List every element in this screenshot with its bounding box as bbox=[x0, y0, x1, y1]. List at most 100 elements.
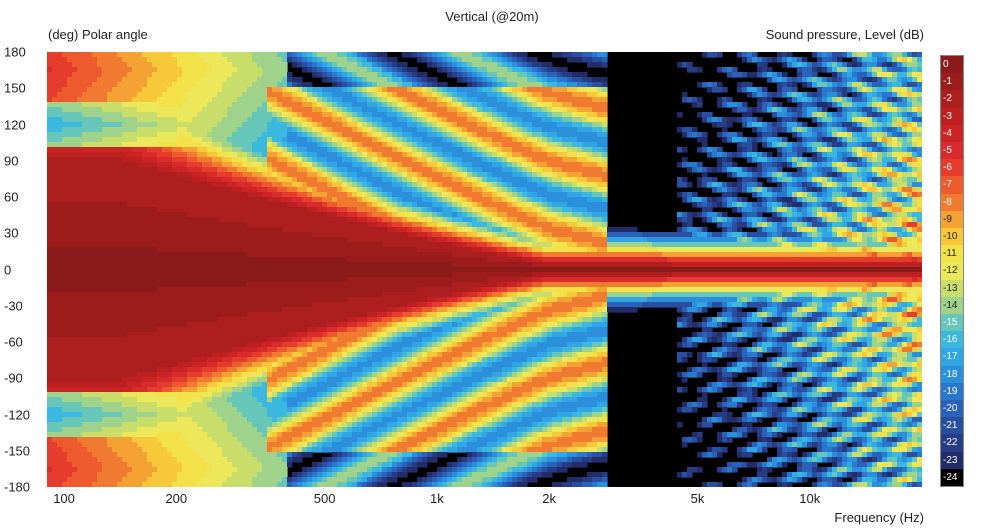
heatmap-cell bbox=[897, 212, 903, 218]
heatmap-cell bbox=[257, 197, 263, 203]
heatmap-cell bbox=[307, 67, 313, 73]
heatmap-cell bbox=[857, 142, 863, 148]
heatmap-cell bbox=[302, 202, 308, 208]
heatmap-cell bbox=[107, 182, 113, 188]
heatmap-cell bbox=[217, 217, 223, 223]
heatmap-cell bbox=[77, 52, 83, 58]
heatmap-cell bbox=[452, 117, 458, 123]
heatmap-cell bbox=[307, 152, 313, 158]
heatmap-cell bbox=[547, 77, 553, 83]
heatmap-cell bbox=[762, 62, 768, 68]
heatmap-cell bbox=[167, 187, 173, 193]
heatmap-cell bbox=[167, 177, 173, 183]
heatmap-cell bbox=[167, 197, 173, 203]
heatmap-cell bbox=[417, 97, 423, 103]
heatmap-cell bbox=[767, 177, 773, 183]
heatmap-cell bbox=[437, 177, 443, 183]
heatmap-cell bbox=[597, 112, 603, 118]
heatmap-cell bbox=[382, 117, 388, 123]
heatmap-cell bbox=[677, 192, 683, 198]
heatmap-cell bbox=[182, 107, 188, 113]
heatmap-cell bbox=[212, 67, 218, 73]
heatmap-cell bbox=[432, 167, 438, 173]
heatmap-cell bbox=[772, 132, 778, 138]
heatmap-cell bbox=[352, 97, 358, 103]
heatmap-cell bbox=[467, 142, 473, 148]
heatmap-cell bbox=[177, 67, 183, 73]
heatmap-cell bbox=[717, 82, 723, 88]
heatmap-cell bbox=[132, 97, 138, 103]
heatmap-cell bbox=[47, 87, 53, 93]
heatmap-cell bbox=[192, 77, 198, 83]
heatmap-cell bbox=[697, 97, 703, 103]
heatmap-cell bbox=[152, 187, 158, 193]
heatmap-cell bbox=[912, 142, 918, 148]
heatmap-cell bbox=[187, 202, 193, 208]
heatmap-cell bbox=[192, 197, 198, 203]
heatmap-cell bbox=[342, 147, 348, 153]
heatmap-cell bbox=[227, 117, 233, 123]
heatmap-cell bbox=[917, 127, 922, 133]
heatmap-cell bbox=[502, 202, 508, 208]
heatmap-cell bbox=[262, 102, 268, 108]
heatmap-cell bbox=[267, 182, 273, 188]
heatmap-cell bbox=[772, 172, 778, 178]
heatmap-cell bbox=[347, 157, 353, 163]
heatmap-cell bbox=[472, 127, 478, 133]
heatmap-cell bbox=[297, 117, 303, 123]
heatmap-cell bbox=[842, 167, 848, 173]
heatmap-cell bbox=[267, 57, 273, 63]
heatmap-cell bbox=[147, 182, 153, 188]
heatmap-cell bbox=[247, 132, 253, 138]
heatmap-cell bbox=[507, 167, 513, 173]
heatmap-cell bbox=[452, 167, 458, 173]
heatmap-cell bbox=[402, 122, 408, 128]
heatmap-cell bbox=[507, 97, 513, 103]
heatmap-cell bbox=[92, 112, 98, 118]
heatmap-cell bbox=[202, 217, 208, 223]
heatmap-cell bbox=[432, 127, 438, 133]
heatmap-cell bbox=[372, 167, 378, 173]
heatmap-cell bbox=[297, 172, 303, 178]
heatmap-cell bbox=[362, 62, 368, 68]
heatmap-cell bbox=[422, 172, 428, 178]
heatmap-cell bbox=[537, 77, 543, 83]
heatmap-cell bbox=[822, 172, 828, 178]
heatmap-cell bbox=[877, 152, 883, 158]
heatmap-cell bbox=[797, 172, 803, 178]
heatmap-cell bbox=[417, 52, 423, 58]
heatmap-cell bbox=[252, 127, 258, 133]
heatmap-cell bbox=[797, 57, 803, 63]
heatmap-cell bbox=[492, 97, 498, 103]
heatmap-cell bbox=[867, 117, 873, 123]
heatmap-cell bbox=[472, 107, 478, 113]
heatmap-cell bbox=[247, 207, 253, 213]
heatmap-cell bbox=[377, 212, 383, 218]
heatmap-cell bbox=[257, 187, 263, 193]
heatmap-cell bbox=[527, 162, 533, 168]
heatmap-cell bbox=[902, 117, 908, 123]
heatmap-cell bbox=[812, 67, 818, 73]
heatmap-cell bbox=[572, 72, 578, 78]
heatmap-cell bbox=[517, 187, 523, 193]
heatmap-cell bbox=[242, 62, 248, 68]
heatmap-cell bbox=[77, 187, 83, 193]
heatmap-cell bbox=[217, 187, 223, 193]
heatmap-cell bbox=[307, 217, 313, 223]
heatmap-cell bbox=[682, 127, 688, 133]
heatmap-cell bbox=[132, 77, 138, 83]
heatmap-cell bbox=[597, 207, 603, 213]
heatmap-cell bbox=[592, 52, 598, 58]
heatmap-cell bbox=[287, 147, 293, 153]
heatmap-cell bbox=[292, 62, 298, 68]
heatmap-cell bbox=[562, 167, 568, 173]
heatmap-cell bbox=[502, 102, 508, 108]
heatmap-cell bbox=[562, 112, 568, 118]
heatmap-cell bbox=[77, 67, 83, 73]
heatmap-cell bbox=[267, 107, 273, 113]
heatmap-cell bbox=[162, 87, 168, 93]
heatmap-cell bbox=[377, 77, 383, 83]
heatmap-cell bbox=[807, 172, 813, 178]
heatmap-cell bbox=[592, 202, 598, 208]
heatmap-cell bbox=[427, 112, 433, 118]
